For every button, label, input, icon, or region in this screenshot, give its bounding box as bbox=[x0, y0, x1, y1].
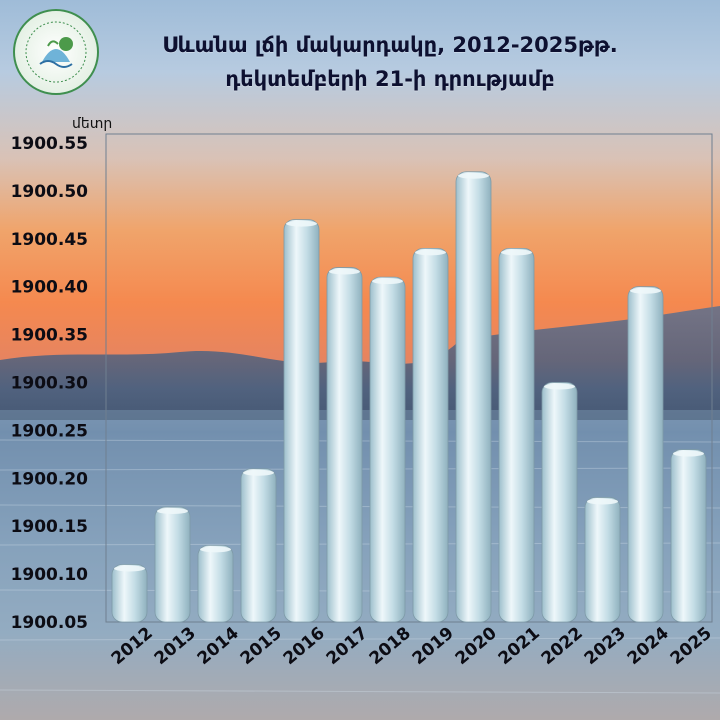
bar-cap bbox=[243, 469, 274, 476]
bar-body bbox=[455, 171, 492, 623]
bar bbox=[498, 247, 535, 623]
bar bbox=[283, 219, 320, 623]
bar-body bbox=[498, 247, 535, 623]
bar-body bbox=[541, 382, 578, 623]
bar bbox=[326, 267, 363, 623]
y-tick-label: 1900.05 bbox=[11, 613, 88, 633]
bar-cap bbox=[157, 508, 188, 515]
bar bbox=[111, 564, 148, 623]
chart-title: Սևանա լճի մակարդակը, 2012-2025թթ. դեկտեմ… bbox=[110, 28, 670, 96]
bar bbox=[670, 449, 707, 623]
y-tick-label: 1900.35 bbox=[11, 326, 88, 346]
bar-body bbox=[369, 276, 406, 623]
bar bbox=[240, 468, 277, 623]
y-tick-label: 1900.40 bbox=[11, 278, 89, 298]
bar-body bbox=[326, 267, 363, 623]
y-tick-label: 1900.15 bbox=[11, 517, 88, 537]
bar-body bbox=[283, 219, 320, 623]
title-line-1: Սևանա լճի մակարդակը, 2012-2025թթ. bbox=[162, 33, 618, 57]
bar bbox=[627, 286, 664, 623]
bar bbox=[369, 276, 406, 623]
bar-cap bbox=[501, 249, 532, 256]
bar bbox=[584, 497, 621, 623]
bar-body bbox=[627, 286, 664, 623]
bar-body bbox=[111, 564, 148, 623]
organization-logo bbox=[13, 9, 99, 95]
bar bbox=[197, 544, 234, 623]
bar-cap bbox=[329, 268, 360, 275]
bar-body bbox=[197, 544, 234, 623]
bar-body bbox=[584, 497, 621, 623]
y-tick-label: 1900.55 bbox=[11, 134, 88, 154]
bar-cap bbox=[458, 172, 489, 179]
bars bbox=[111, 171, 707, 623]
bar-body bbox=[670, 449, 707, 623]
bar bbox=[154, 506, 191, 623]
y-axis-ticks: 1900.05 1900.10 1900.15 1900.20 1900.25 1900.… bbox=[11, 134, 89, 633]
bar-cap bbox=[114, 565, 145, 572]
bar-body bbox=[412, 247, 449, 623]
bar-cap bbox=[200, 546, 231, 553]
bar-cap bbox=[544, 383, 575, 390]
y-tick-label: 1900.10 bbox=[11, 565, 89, 585]
plot-frame bbox=[105, 133, 713, 623]
y-tick-label: 1900.50 bbox=[11, 182, 89, 202]
bar bbox=[541, 382, 578, 623]
y-tick-label: 1900.25 bbox=[11, 421, 88, 441]
bar-cap bbox=[415, 249, 446, 256]
bar-cap bbox=[286, 220, 317, 227]
y-tick-label: 1900.30 bbox=[11, 374, 89, 394]
bar-cap bbox=[630, 287, 661, 294]
title-line-2: դեկտեմբերի 21-ի դրությամբ bbox=[225, 67, 555, 91]
bar bbox=[412, 247, 449, 623]
bar bbox=[455, 171, 492, 623]
y-tick-label: 1900.20 bbox=[11, 469, 89, 489]
bar-body bbox=[154, 506, 191, 623]
bar-cap bbox=[372, 278, 403, 285]
bar-cap bbox=[673, 450, 704, 457]
y-tick-label: 1900.45 bbox=[11, 230, 88, 250]
bar-body bbox=[240, 468, 277, 623]
bar-cap bbox=[587, 498, 618, 505]
y-axis-unit-label: մետր bbox=[72, 116, 113, 132]
